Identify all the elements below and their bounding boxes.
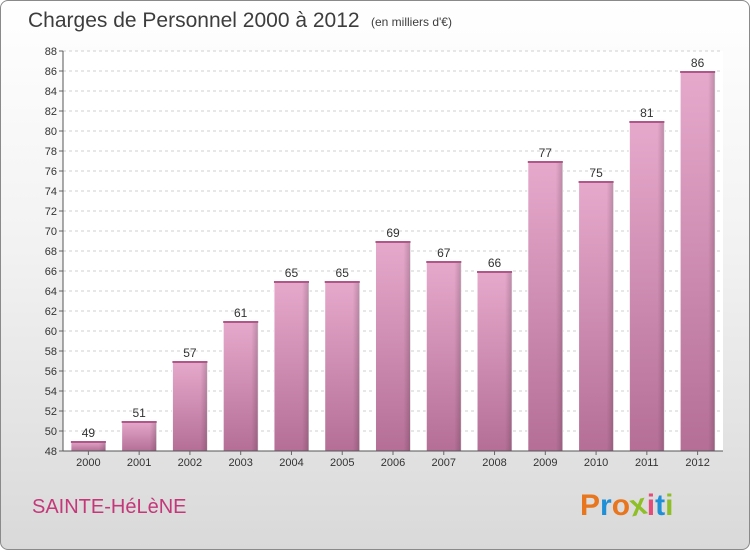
y-tick-label: 82	[45, 106, 57, 118]
y-tick-label: 66	[45, 266, 57, 278]
value-label-2012: 86	[691, 56, 705, 70]
y-tick-label: 56	[45, 366, 57, 378]
value-label-2009: 77	[539, 146, 553, 160]
value-label-2008: 66	[488, 256, 502, 270]
y-tick-label: 62	[45, 306, 57, 318]
x-tick-label-2011: 2011	[635, 457, 659, 469]
bar-shade-2002	[200, 361, 208, 451]
x-tick-label-2009: 2009	[533, 457, 557, 469]
x-tick-label-2005: 2005	[330, 457, 354, 469]
y-tick-label: 58	[45, 346, 57, 358]
bar-shade-2011	[657, 121, 665, 451]
x-tick-label-2008: 2008	[482, 457, 506, 469]
x-tick-label-2000: 2000	[76, 457, 100, 469]
x-tick-label-2007: 2007	[432, 457, 456, 469]
value-label-2000: 49	[82, 426, 96, 440]
proxiti-logo: Proxiti	[580, 488, 674, 524]
y-tick-label: 54	[45, 386, 57, 398]
value-label-2007: 67	[437, 246, 451, 260]
x-tick-label-2002: 2002	[178, 457, 202, 469]
y-tick-label: 64	[45, 286, 57, 298]
x-tick-label-2010: 2010	[584, 457, 608, 469]
value-label-2010: 75	[589, 166, 603, 180]
y-tick-label: 78	[45, 146, 57, 158]
value-label-2003: 61	[234, 306, 248, 320]
x-tick-label-2012: 2012	[685, 457, 709, 469]
y-tick-label: 48	[45, 446, 57, 458]
y-tick-label: 68	[45, 246, 57, 258]
logo-letter: r	[600, 489, 612, 522]
logo-letter: t	[655, 489, 666, 522]
town-name: SAINTE-HéLèNE	[32, 496, 187, 518]
bar-shade-2008	[505, 271, 513, 451]
logo-letter: P	[580, 489, 601, 522]
bar-shade-2001	[149, 421, 157, 451]
bar-shade-2003	[251, 321, 259, 451]
value-label-2011: 81	[640, 106, 654, 120]
logo-letter: o	[611, 489, 631, 522]
y-tick-label: 72	[45, 206, 57, 218]
bar-shade-2005	[352, 281, 360, 451]
value-label-2005: 65	[336, 266, 350, 280]
logo-letter: i	[646, 489, 656, 522]
chart-subtitle: (en milliers d'€)	[371, 15, 452, 29]
y-tick-label: 60	[45, 326, 57, 338]
value-label-2004: 65	[285, 266, 299, 280]
logo-letter: i	[665, 489, 674, 522]
value-label-2001: 51	[132, 406, 146, 420]
y-tick-label: 50	[45, 426, 57, 438]
value-label-2002: 57	[183, 346, 197, 360]
value-label-2006: 69	[386, 226, 400, 240]
x-tick-label-2004: 2004	[279, 457, 303, 469]
y-tick-label: 86	[45, 66, 57, 78]
y-tick-label: 76	[45, 166, 57, 178]
y-tick-label: 70	[45, 226, 57, 238]
y-tick-label: 88	[45, 46, 57, 58]
y-tick-label: 52	[45, 406, 57, 418]
x-tick-label-2006: 2006	[381, 457, 405, 469]
bar-shade-2010	[606, 181, 614, 451]
y-tick-label: 84	[45, 86, 57, 98]
bar-shade-2007	[454, 261, 462, 451]
bar-shade-2012	[708, 71, 716, 451]
bar-shade-2009	[555, 161, 563, 451]
chart-title: Charges de Personnel 2000 à 2012	[28, 9, 360, 32]
bar-shade-2004	[301, 281, 309, 451]
bar-shade-2000	[98, 441, 106, 451]
bar-shade-2006	[403, 241, 411, 451]
y-tick-label: 80	[45, 126, 57, 138]
x-tick-label-2001: 2001	[127, 457, 151, 469]
x-tick-label-2003: 2003	[228, 457, 252, 469]
y-tick-label: 74	[45, 186, 57, 198]
